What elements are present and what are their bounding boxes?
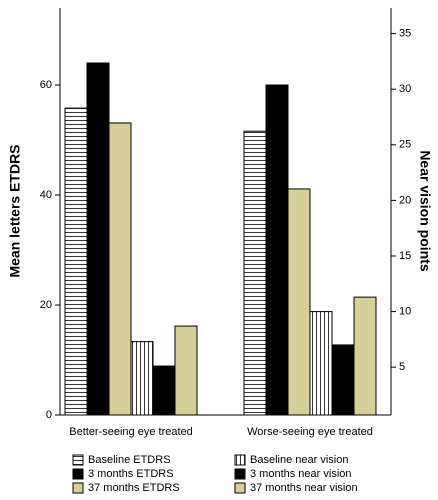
legend-label: 37 months near vision [250,482,358,494]
legend-label: 37 months ETDRS [88,482,180,494]
legend-swatch [234,482,246,494]
bar [243,130,267,416]
bar [108,122,132,416]
legend-swatch [234,454,246,466]
y2-tick-label: 35 [399,27,411,39]
bar [287,188,311,416]
y2-tick-label: 30 [399,83,411,95]
x-tick-label: Better-seeing eye treated [69,426,193,438]
y-tick-label: 40 [40,189,52,201]
bar [130,341,154,416]
y-tick-label: 0 [46,409,52,421]
y2-tick-label: 15 [399,250,411,262]
bar [331,344,355,416]
legend-swatch [72,468,84,480]
bar [309,311,333,416]
legend-swatch [234,468,246,480]
y2-axis-title: Near vision points [417,150,433,272]
y2-tick-label: 5 [399,361,405,373]
legend-label: 3 months near vision [250,468,352,480]
y-axis-title: Mean letters ETDRS [7,144,23,277]
bar [152,365,176,416]
legend-label: Baseline ETDRS [88,454,171,466]
y2-tick-label: 20 [399,194,411,206]
bar [174,325,198,416]
x-tick-label: Worse-seeing eye treated [247,426,373,438]
legend-swatch [72,454,84,466]
y2-tick-label: 25 [399,139,411,151]
bar [265,84,289,416]
y2-tick-label: 10 [399,305,411,317]
bar [64,107,88,416]
legend-label: 3 months ETDRS [88,468,174,480]
legend-label: Baseline near vision [250,454,348,466]
y-tick-label: 20 [40,299,52,311]
y-tick-label: 60 [40,79,52,91]
bar [353,296,377,416]
bar [86,62,110,416]
legend-swatch [72,482,84,494]
